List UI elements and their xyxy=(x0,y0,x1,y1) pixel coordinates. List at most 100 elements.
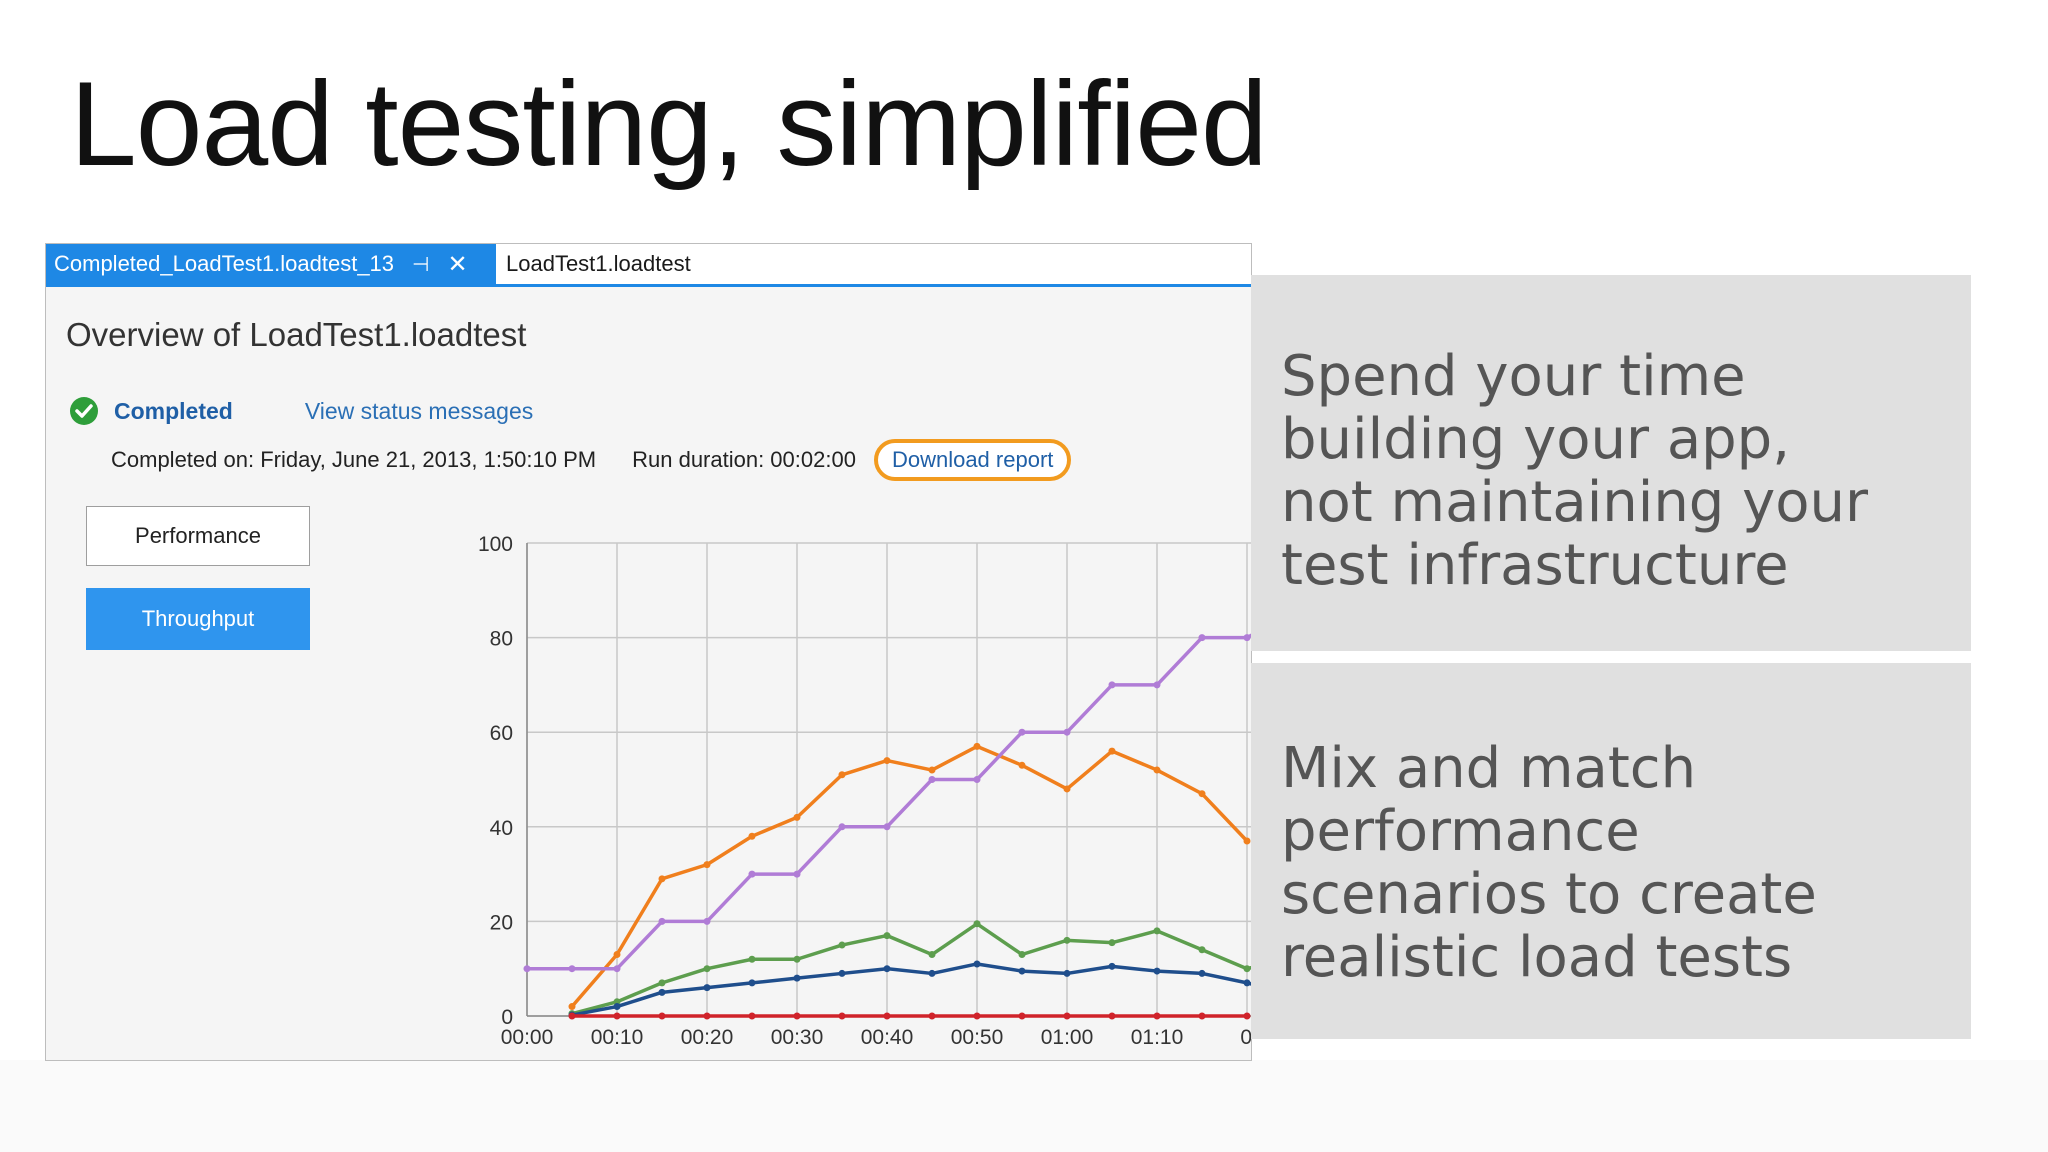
series-point-4 xyxy=(1153,1012,1161,1020)
series-line-1 xyxy=(527,633,1251,971)
series-point-3 xyxy=(1198,969,1206,977)
series-point-4 xyxy=(1018,1012,1026,1020)
tab-label: LoadTest1.loadtest xyxy=(506,251,691,276)
series-point-0 xyxy=(613,951,621,959)
series-point-2 xyxy=(1243,965,1251,973)
series-point-2 xyxy=(658,979,666,987)
y-tick-label: 80 xyxy=(490,628,513,651)
series-point-4 xyxy=(928,1012,936,1020)
series-point-1 xyxy=(883,823,891,831)
series-point-1 xyxy=(1198,634,1206,642)
series-point-2 xyxy=(703,965,711,973)
series-point-4 xyxy=(1243,1012,1251,1020)
series-point-1 xyxy=(658,917,666,925)
x-tick-label: 01:10 xyxy=(1131,1026,1184,1049)
run-duration-text: Run duration: 00:02:00 xyxy=(632,447,856,472)
series-point-3 xyxy=(928,969,936,977)
x-tick-label: 00:30 xyxy=(771,1026,824,1049)
series-point-1 xyxy=(523,965,531,973)
y-tick-label: 0 xyxy=(501,1006,513,1029)
series-point-0 xyxy=(1018,761,1026,769)
tab-loadtest[interactable]: LoadTest1.loadtest xyxy=(506,244,691,284)
series-point-0 xyxy=(1198,790,1206,798)
tab-completed-loadtest[interactable]: Completed_LoadTest1.loadtest_13 ⊣ ✕ xyxy=(46,244,496,284)
series-point-3 xyxy=(1018,967,1026,975)
x-tick-label: 00:20 xyxy=(681,1026,734,1049)
series-point-0 xyxy=(658,875,666,883)
series-point-2 xyxy=(1198,946,1206,954)
series-point-3 xyxy=(613,1003,621,1011)
series-point-0 xyxy=(1108,747,1116,755)
series-point-4 xyxy=(658,1012,666,1020)
series-point-2 xyxy=(1153,927,1161,935)
overview-title: Overview of LoadTest1.loadtest xyxy=(66,316,527,353)
tab-label: Completed_LoadTest1.loadtest_13 xyxy=(54,251,395,276)
series-point-3 xyxy=(658,988,666,996)
callout-text-top: Spend your time building your app, not m… xyxy=(1281,344,1869,598)
series-point-1 xyxy=(748,870,756,878)
series-point-1 xyxy=(1153,681,1161,689)
check-circle-icon xyxy=(70,397,98,425)
series-point-4 xyxy=(1198,1012,1206,1020)
series-point-3 xyxy=(1063,969,1071,977)
series-point-0 xyxy=(703,861,711,869)
x-tick-label: 00:10 xyxy=(591,1026,644,1049)
x-tick-label: 00:50 xyxy=(951,1026,1004,1049)
close-icon[interactable]: ✕ xyxy=(447,250,468,278)
series-point-3 xyxy=(793,974,801,982)
series-point-0 xyxy=(883,757,891,765)
run-info-row: Completed on: Friday, June 21, 2013, 1:5… xyxy=(111,439,1072,481)
series-point-1 xyxy=(568,965,576,973)
series-point-4 xyxy=(1108,1012,1116,1020)
series-point-2 xyxy=(793,955,801,963)
series-point-3 xyxy=(1243,979,1251,987)
series-point-4 xyxy=(568,1012,576,1020)
series-point-0 xyxy=(1153,766,1161,774)
series-point-1 xyxy=(793,870,801,878)
series-point-0 xyxy=(928,766,936,774)
pin-icon[interactable]: ⊣ xyxy=(412,253,430,276)
y-tick-label: 20 xyxy=(490,911,513,934)
series-point-3 xyxy=(973,960,981,968)
x-tick-label: 01: xyxy=(1240,1026,1251,1049)
y-tick-label: 60 xyxy=(490,722,513,745)
slide-footer-band xyxy=(0,1060,2048,1152)
series-point-0 xyxy=(1243,837,1251,845)
series-point-1 xyxy=(703,917,711,925)
series-point-2 xyxy=(928,951,936,959)
series-point-1 xyxy=(928,776,936,783)
series-point-3 xyxy=(748,979,756,987)
x-tick-label: 00:00 xyxy=(501,1026,554,1049)
download-report-button[interactable]: Download report xyxy=(873,439,1072,481)
series-point-2 xyxy=(1018,951,1026,959)
series-point-2 xyxy=(1063,936,1071,944)
series-point-4 xyxy=(748,1012,756,1020)
load-test-window: Completed_LoadTest1.loadtest_13 ⊣ ✕ Load… xyxy=(45,243,1252,1061)
x-tick-label: 00:40 xyxy=(861,1026,914,1049)
callout-text-bottom: Mix and match performance scenarios to c… xyxy=(1281,736,1817,990)
series-point-3 xyxy=(703,984,711,992)
y-tick-label: 100 xyxy=(478,533,513,556)
series-line-0 xyxy=(570,744,1249,1008)
series-point-0 xyxy=(568,1003,576,1011)
throughput-chart: 0 20 40 60 80 100 00:00 00:10 00:20 00:30 00:40 00:… xyxy=(478,533,1251,1049)
performance-button[interactable]: Performance xyxy=(86,506,310,566)
throughput-button[interactable]: Throughput xyxy=(86,588,310,650)
slide-title: Load testing, simplified xyxy=(70,57,1268,191)
tab-bar: Completed_LoadTest1.loadtest_13 ⊣ ✕ Load… xyxy=(46,244,1251,287)
series-point-1 xyxy=(1243,634,1251,642)
series-point-2 xyxy=(748,955,756,963)
series-point-3 xyxy=(883,965,891,973)
series-point-4 xyxy=(973,1012,981,1020)
series-point-1 xyxy=(838,823,846,831)
series-point-0 xyxy=(973,742,981,750)
status-row: Completed View status messages xyxy=(70,396,533,426)
series-point-1 xyxy=(1018,728,1026,736)
series-point-0 xyxy=(838,771,846,779)
series-point-2 xyxy=(838,941,846,949)
view-status-messages-link[interactable]: View status messages xyxy=(304,397,534,424)
series-point-0 xyxy=(793,813,801,821)
x-tick-label: 01:00 xyxy=(1041,1026,1094,1049)
callout-panel-bottom: Mix and match performance scenarios to c… xyxy=(1251,663,1971,1039)
series-point-1 xyxy=(613,965,621,973)
